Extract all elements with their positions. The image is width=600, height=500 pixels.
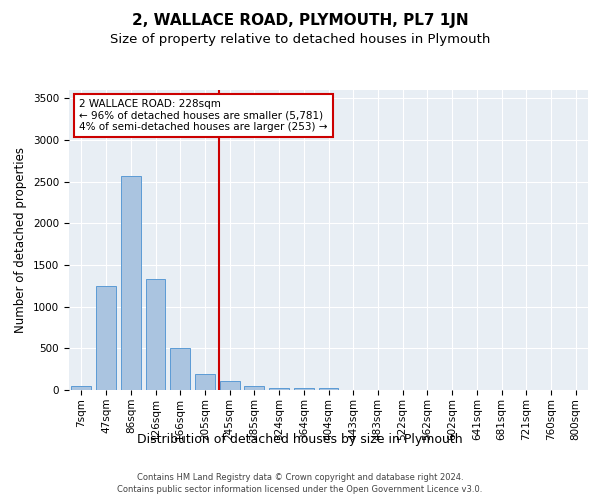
Bar [244, 386, 264, 390]
Text: Contains HM Land Registry data © Crown copyright and database right 2024.: Contains HM Land Registry data © Crown c… [137, 472, 463, 482]
Text: 2 WALLACE ROAD: 228sqm
← 96% of detached houses are smaller (5,781)
4% of semi-d: 2 WALLACE ROAD: 228sqm ← 96% of detached… [79, 99, 328, 132]
Y-axis label: Number of detached properties: Number of detached properties [14, 147, 28, 333]
Text: Contains public sector information licensed under the Open Government Licence v3: Contains public sector information licen… [118, 485, 482, 494]
Text: Distribution of detached houses by size in Plymouth: Distribution of detached houses by size … [137, 432, 463, 446]
Bar [170, 348, 190, 390]
Bar [319, 388, 338, 390]
Text: 2, WALLACE ROAD, PLYMOUTH, PL7 1JN: 2, WALLACE ROAD, PLYMOUTH, PL7 1JN [131, 12, 469, 28]
Bar [195, 374, 215, 390]
Bar [294, 388, 314, 390]
Bar [121, 176, 140, 390]
Text: Size of property relative to detached houses in Plymouth: Size of property relative to detached ho… [110, 32, 490, 46]
Bar [96, 286, 116, 390]
Bar [146, 279, 166, 390]
Bar [71, 386, 91, 390]
Bar [269, 388, 289, 390]
Bar [220, 381, 239, 390]
